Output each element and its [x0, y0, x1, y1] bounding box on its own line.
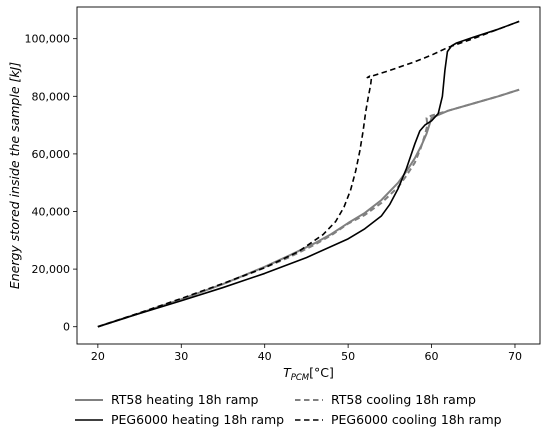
legend-label-peg6000-cooling-18h-ramp: PEG6000 cooling 18h ramp	[331, 412, 502, 427]
series-line-peg6000-heating-18h-ramp	[97, 20, 520, 328]
legend-label-rt58-heating-18h-ramp: RT58 heating 18h ramp	[111, 392, 259, 407]
legend-label-peg6000-heating-18h-ramp: PEG6000 heating 18h ramp	[111, 412, 284, 427]
y-tick-label: 0	[63, 321, 70, 334]
legend-label-rt58-cooling-18h-ramp: RT58 cooling 18h ramp	[331, 392, 476, 407]
y-tick-label: 20,000	[32, 263, 71, 276]
x-tick-label: 40	[258, 350, 272, 363]
legend: RT58 heating 18h ramp RT58 cooling 18h ra…	[75, 392, 502, 427]
plot-area: 20 30 40 50 60 70 0 20,000 40,000 60,000 80,000 10…	[25, 6, 541, 363]
x-tick-label: 20	[91, 350, 105, 363]
axes-frame	[76, 6, 541, 345]
series-line-rt58-heating-18h-ramp	[97, 88, 520, 328]
x-tick-label: 70	[508, 350, 522, 363]
y-axis-title: Energy stored inside the sample [kJ]	[7, 62, 22, 289]
series-line-peg6000-cooling-18h-ramp	[97, 20, 520, 328]
y-tick-label: 80,000	[32, 90, 71, 103]
x-axis-title-subscript: PCM	[291, 373, 310, 383]
y-axis-ticks: 0 20,000 40,000 60,000 80,000 100,000	[25, 33, 77, 334]
x-axis-title-main: T	[283, 365, 292, 380]
x-axis-title: TPCM[°C]	[283, 365, 334, 383]
x-tick-label: 50	[341, 350, 355, 363]
series-layer	[97, 20, 520, 328]
x-axis-ticks: 20 30 40 50 60 70	[91, 344, 522, 363]
y-tick-label: 40,000	[32, 206, 71, 219]
series-line-rt58-cooling-18h-ramp	[97, 88, 520, 328]
y-tick-label: 100,000	[25, 33, 71, 46]
x-axis-title-unit: [°C]	[309, 365, 334, 380]
x-tick-label: 60	[425, 350, 439, 363]
x-tick-label: 30	[174, 350, 188, 363]
y-tick-label: 60,000	[32, 148, 71, 161]
